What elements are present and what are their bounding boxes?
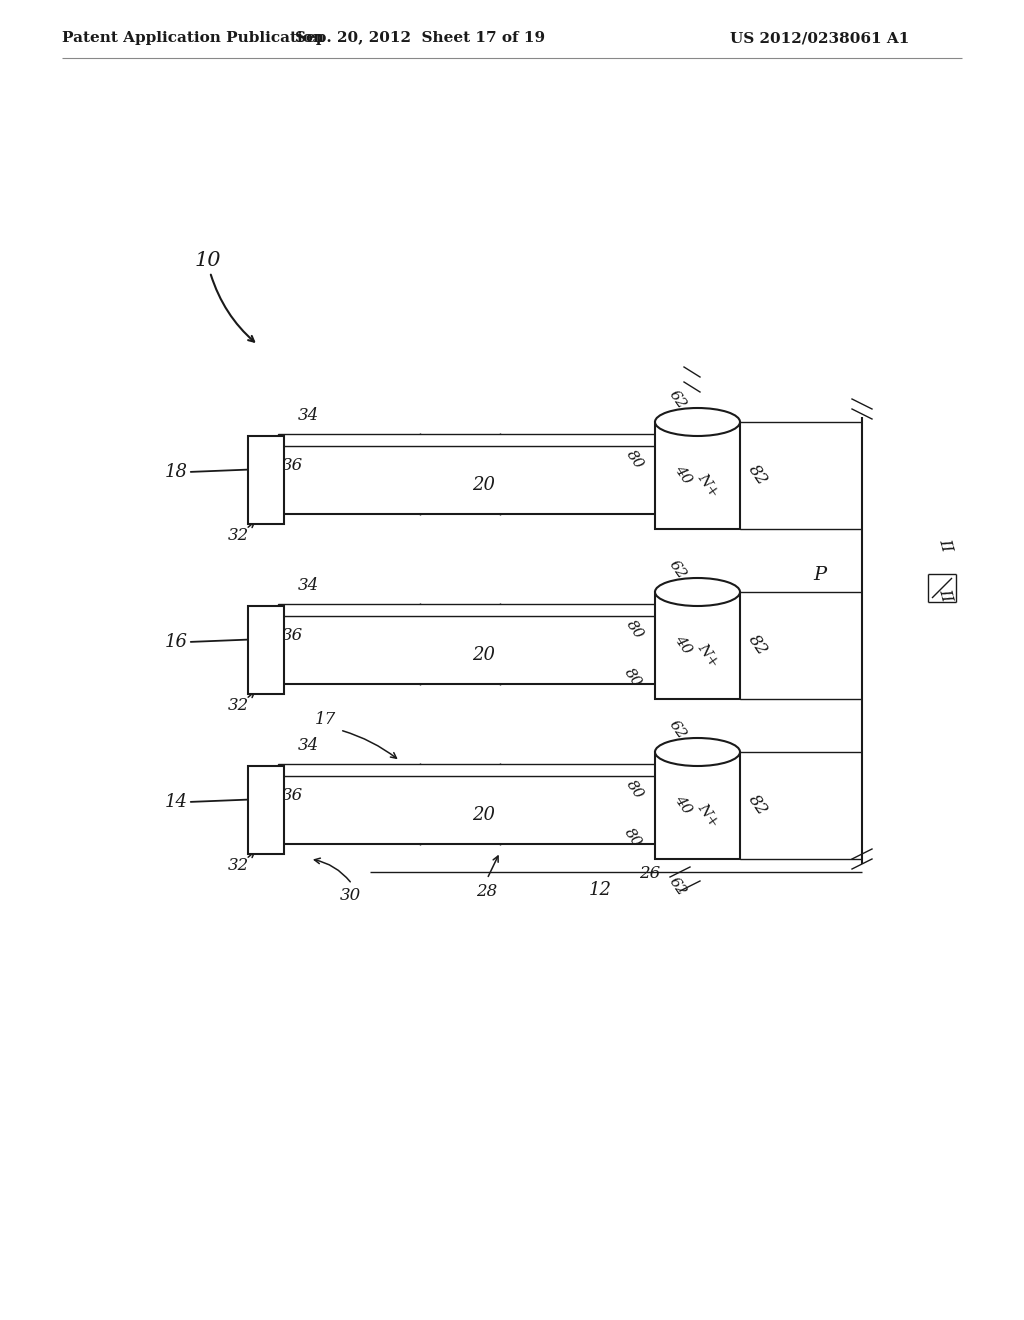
Text: 14: 14	[165, 793, 187, 810]
Bar	[655, 422, 740, 529]
Text: 80: 80	[624, 447, 646, 473]
Bar	[278, 764, 660, 776]
Text: N+: N+	[694, 800, 721, 830]
Text: 17: 17	[314, 711, 336, 729]
Text: 16: 16	[165, 634, 187, 651]
Text: 80: 80	[624, 777, 646, 803]
Text: Patent Application Publication: Patent Application Publication	[62, 30, 324, 45]
Text: P: P	[813, 566, 826, 583]
Text: 40: 40	[672, 463, 694, 487]
Text: 62: 62	[666, 718, 688, 742]
Bar	[278, 434, 660, 446]
Text: 28: 28	[476, 883, 498, 900]
Text: 82: 82	[744, 631, 771, 659]
Text: II: II	[935, 536, 955, 553]
Text: 82: 82	[744, 462, 771, 488]
Text: Sep. 20, 2012  Sheet 17 of 19: Sep. 20, 2012 Sheet 17 of 19	[295, 30, 545, 45]
Text: 36: 36	[282, 458, 303, 474]
Text: 62: 62	[666, 875, 688, 899]
Bar	[248, 766, 284, 854]
Text: 10: 10	[195, 251, 221, 269]
Text: 80: 80	[622, 826, 644, 850]
Text: 34: 34	[297, 738, 318, 755]
Ellipse shape	[655, 408, 740, 436]
Bar	[278, 616, 660, 684]
Text: US 2012/0238061 A1: US 2012/0238061 A1	[730, 30, 909, 45]
Text: 40: 40	[672, 634, 694, 657]
Text: 30: 30	[339, 887, 360, 904]
Text: 32: 32	[227, 858, 249, 874]
Bar	[655, 591, 740, 700]
Bar	[278, 605, 660, 616]
Ellipse shape	[655, 578, 740, 606]
Text: 32: 32	[227, 697, 249, 714]
Text: 34: 34	[297, 578, 318, 594]
Bar	[248, 606, 284, 694]
Text: 32: 32	[227, 528, 249, 544]
Text: N+: N+	[694, 640, 721, 669]
Bar	[655, 752, 740, 859]
Bar	[278, 776, 660, 843]
Text: N+: N+	[694, 470, 721, 500]
Text: 20: 20	[472, 807, 496, 824]
Text: II: II	[935, 586, 955, 603]
Text: 18: 18	[165, 463, 187, 480]
Text: 62: 62	[666, 388, 688, 412]
Text: 80: 80	[622, 667, 644, 690]
Text: 80: 80	[624, 618, 646, 642]
Text: 34: 34	[297, 408, 318, 425]
Text: 40: 40	[672, 793, 694, 817]
Text: 12: 12	[589, 880, 611, 899]
Text: 36: 36	[282, 788, 303, 804]
Bar	[278, 446, 660, 513]
Text: 20: 20	[472, 477, 496, 494]
Ellipse shape	[655, 738, 740, 766]
Bar	[248, 436, 284, 524]
Text: 62: 62	[666, 558, 688, 582]
Text: 82: 82	[744, 792, 771, 818]
Text: 26: 26	[639, 866, 660, 883]
Text: 36: 36	[282, 627, 303, 644]
Text: 20: 20	[472, 645, 496, 664]
